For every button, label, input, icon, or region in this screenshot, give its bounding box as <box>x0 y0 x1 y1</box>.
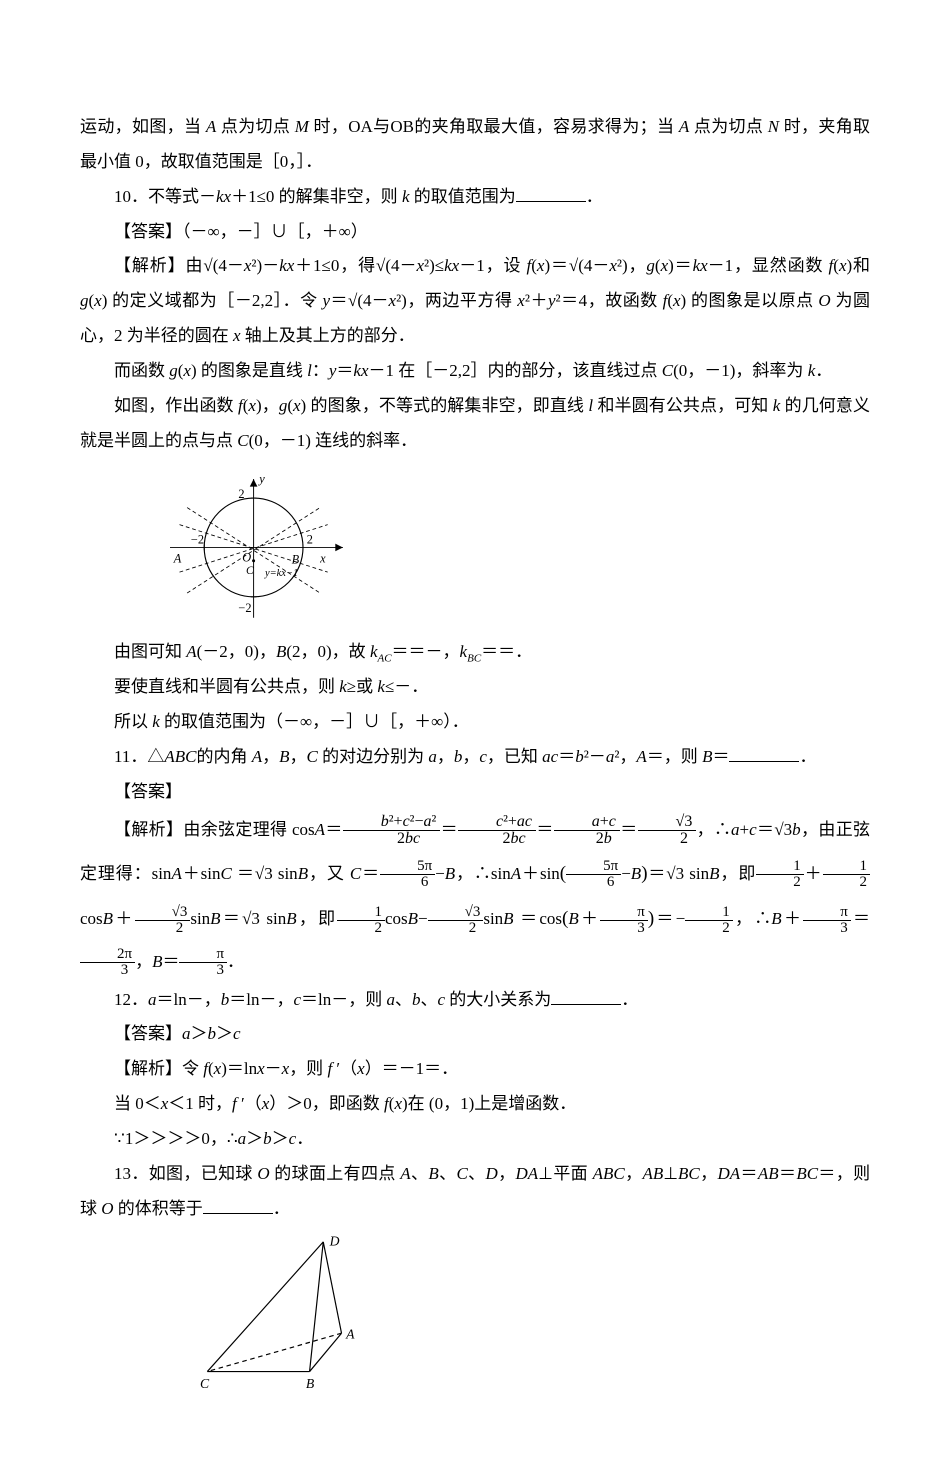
q12: 12．a＝ln－，b＝ln－，c＝ln－，则 a、b、c 的大小关系为． <box>80 983 870 1018</box>
q10-explain-1: 【解析】由√(4－x²)－kx＋1≤0，得√(4－x²)≤kx－1，设 f(x)… <box>80 249 870 354</box>
q13: 13．如图，已知球 O 的球面上有四点 A、B、C、D，DA⊥平面 ABC，AB… <box>80 1157 870 1227</box>
svg-text:2: 2 <box>238 487 244 501</box>
q10-explain-6: 所以 k 的取值范围为（－∞，－］∪［，＋∞）． <box>80 705 870 740</box>
q11: 11．△ABC的内角 A，B，C 的对边分别为 a，b，c，已知 ac＝b²－a… <box>80 740 870 775</box>
svg-text:−2: −2 <box>238 601 251 615</box>
para-motion: 运动，如图，当 A 点为切点 M 时，OA与OB的夹角取最大值，容易求得为；当 … <box>80 110 870 180</box>
svg-text:−2: −2 <box>191 533 204 547</box>
svg-text:C: C <box>246 565 254 577</box>
svg-text:x: x <box>319 552 326 566</box>
q10-explain-4: 由图可知 A(－2，0)，B(2，0)，故 kAC＝＝－，kBC＝＝． <box>80 635 870 670</box>
svg-text:y: y <box>257 472 265 486</box>
q12-explain-1: 【解析】令 f(x)＝lnx－x，则 f ′（x）＝－1＝． <box>80 1052 870 1087</box>
q11-answer: 【答案】 <box>80 775 870 810</box>
q10: 10．不等式－kx＋1≤0 的解集非空，则 k 的取值范围为． <box>80 180 870 215</box>
svg-text:B: B <box>306 1376 315 1391</box>
svg-text:D: D <box>329 1234 340 1249</box>
q12-explain-2: 当 0＜x＜1 时，f ′（x）＞0，即函数 f(x)在 (0，1)上是增函数． <box>80 1087 870 1122</box>
svg-text:y=kx−1: y=kx−1 <box>264 568 298 579</box>
q11-explain: 【解析】由余弦定理得 cosA＝b²+c²−a²2bc＝c²+ac2bc＝a+c… <box>80 810 870 983</box>
svg-text:A: A <box>345 1327 355 1342</box>
figure-semicircle: y 2 −2 A O 2 B x C y=kx−1 −2 <box>170 464 870 629</box>
q10-answer: 【答案】（－∞，－］∪［，＋∞） <box>80 215 870 250</box>
svg-text:C: C <box>200 1376 210 1391</box>
svg-text:B: B <box>292 553 300 567</box>
q12-answer: 【答案】a＞b＞c <box>80 1017 870 1052</box>
q10-explain-2: 而函数 g(x) 的图象是直线 l：y＝kx－1 在［－2,2］内的部分，该直线… <box>80 354 870 389</box>
svg-text:O: O <box>242 551 251 565</box>
svg-text:A: A <box>173 552 182 566</box>
q10-explain-3: 如图，作出函数 f(x)，g(x) 的图象，不等式的解集非空，即直线 l 和半圆… <box>80 389 870 459</box>
q10-explain-5: 要使直线和半圆有公共点，则 k≥或 k≤－． <box>80 670 870 705</box>
q12-explain-3: ∵1＞＞＞＞0，∴a＞b＞c． <box>80 1122 870 1157</box>
figure-tetrahedron: D A B C <box>200 1232 870 1397</box>
svg-text:2: 2 <box>307 533 313 547</box>
